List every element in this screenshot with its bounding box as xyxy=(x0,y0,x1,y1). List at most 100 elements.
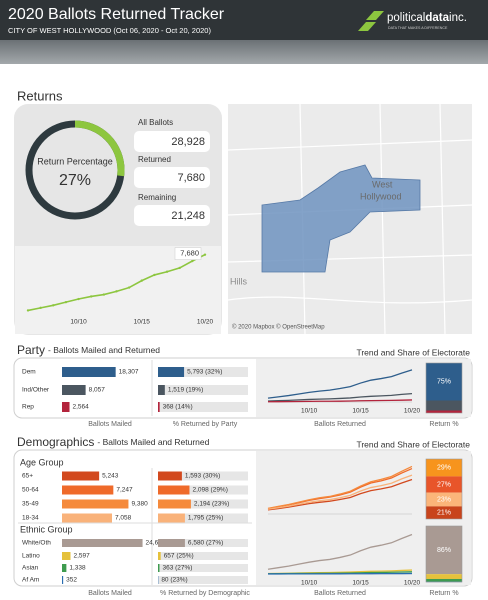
group-title: Age Group xyxy=(20,457,64,467)
section-title: Demographics - Ballots Mailed and Returne… xyxy=(17,435,210,449)
bar xyxy=(158,367,185,377)
bar-track xyxy=(158,367,248,377)
data-label: 27% xyxy=(437,481,451,488)
stat-value: 28,928 xyxy=(171,136,205,148)
x-tick-label: 10/10 xyxy=(301,580,318,587)
bar xyxy=(158,402,160,412)
logo: politicaldatainc. xyxy=(387,12,467,24)
data-label: 1,593 (30%) xyxy=(185,473,220,480)
trend-point xyxy=(52,304,55,307)
trend-line xyxy=(267,369,413,399)
axis-label: Return % xyxy=(429,590,458,597)
share-segment xyxy=(426,400,462,411)
logo-part: political xyxy=(387,12,425,24)
axis-label: Ballots Returned xyxy=(314,421,366,428)
trend-line xyxy=(267,474,413,510)
category-label: 35-49 xyxy=(22,501,39,508)
trend-point xyxy=(39,306,42,310)
data-label: 21% xyxy=(437,510,451,517)
bar xyxy=(62,402,70,412)
share-segment xyxy=(426,459,462,477)
side-title: Trend and Share of Electorate xyxy=(356,439,470,449)
category-label: Ind/Other xyxy=(22,387,50,394)
trend-point xyxy=(64,300,68,304)
share-frame xyxy=(425,525,463,583)
stat-box xyxy=(134,131,210,152)
share-segment xyxy=(426,476,462,493)
trend-point xyxy=(178,266,181,270)
bar-track xyxy=(158,576,248,584)
page-title: 2020 Ballots Returned Tracker xyxy=(8,6,225,23)
category-label: Rep xyxy=(22,404,34,411)
bar xyxy=(158,564,160,572)
axis-label: Return % xyxy=(429,421,458,428)
bar xyxy=(62,471,100,481)
axis-label: Ballots Returned xyxy=(314,590,366,597)
trend-line xyxy=(267,478,413,511)
share-frame xyxy=(425,458,463,520)
data-label: 2,194 (23%) xyxy=(194,501,229,508)
bar-track xyxy=(158,471,248,481)
header-band xyxy=(0,40,488,64)
category-label: 50-64 xyxy=(22,487,39,494)
data-label: 368 (14%) xyxy=(163,404,193,411)
data-label: 1,795 (25%) xyxy=(188,515,223,522)
data-label: 7,680 xyxy=(180,249,199,258)
bar xyxy=(158,539,185,547)
bar xyxy=(158,385,165,395)
data-label: 2,098 (29%) xyxy=(192,487,227,494)
bar xyxy=(62,576,64,584)
trend-point xyxy=(26,309,30,312)
axis-label: % Returned by Party xyxy=(173,421,238,428)
category-label: Asian xyxy=(22,565,39,572)
section-title-main: Party xyxy=(17,343,45,357)
data-label: 352 xyxy=(66,577,77,584)
trend-point xyxy=(191,259,194,263)
trend-point xyxy=(77,297,80,301)
returns-trend-bg xyxy=(15,246,221,334)
data-label: 29% xyxy=(437,465,451,472)
header-bar xyxy=(0,0,488,40)
data-label: 5,243 xyxy=(102,473,119,480)
trend-point xyxy=(140,279,143,282)
bar xyxy=(62,499,129,509)
bar xyxy=(62,539,143,547)
bar-track xyxy=(158,513,248,523)
gauge-value: 27% xyxy=(59,172,91,189)
trend-line xyxy=(267,392,413,402)
x-tick-label: 10/15 xyxy=(134,319,151,326)
logo-part: data xyxy=(425,12,449,24)
axis-label: % Returned by Demographic xyxy=(160,590,250,597)
category-label: Latino xyxy=(22,553,40,560)
x-tick-label: 10/20 xyxy=(404,408,421,415)
logo-icon xyxy=(358,11,384,31)
data-label: 80 (23%) xyxy=(161,577,187,584)
x-tick-label: 10/15 xyxy=(352,408,369,415)
share-segment xyxy=(426,526,462,575)
trend-line xyxy=(267,533,413,570)
data-label: 6,580 (27%) xyxy=(188,540,223,547)
section-subtitle: - Ballots Mailed and Returned xyxy=(48,345,160,355)
data-label: 8,057 xyxy=(89,387,106,394)
trend-point xyxy=(90,295,93,298)
stat-label: All Ballots xyxy=(138,118,173,127)
section-title-main: Demographics xyxy=(17,435,94,449)
bar-track xyxy=(158,564,248,572)
stat-box xyxy=(134,167,210,188)
bar-track xyxy=(158,539,248,547)
trend-point xyxy=(115,290,118,293)
stat-value: 21,248 xyxy=(171,210,205,222)
category-label: Dem xyxy=(22,369,36,376)
trend-point xyxy=(165,270,169,273)
section-title: Returns xyxy=(17,88,63,103)
share-frame xyxy=(425,362,463,414)
map-label: Hills xyxy=(230,276,247,286)
bar-track xyxy=(158,552,248,560)
city-boundary xyxy=(261,164,421,273)
data-label: 75% xyxy=(437,379,451,386)
trend-line xyxy=(267,399,413,403)
bar xyxy=(62,485,114,495)
axis-label: Ballots Mailed xyxy=(88,590,132,597)
gauge-label: Return Percentage xyxy=(37,156,113,166)
